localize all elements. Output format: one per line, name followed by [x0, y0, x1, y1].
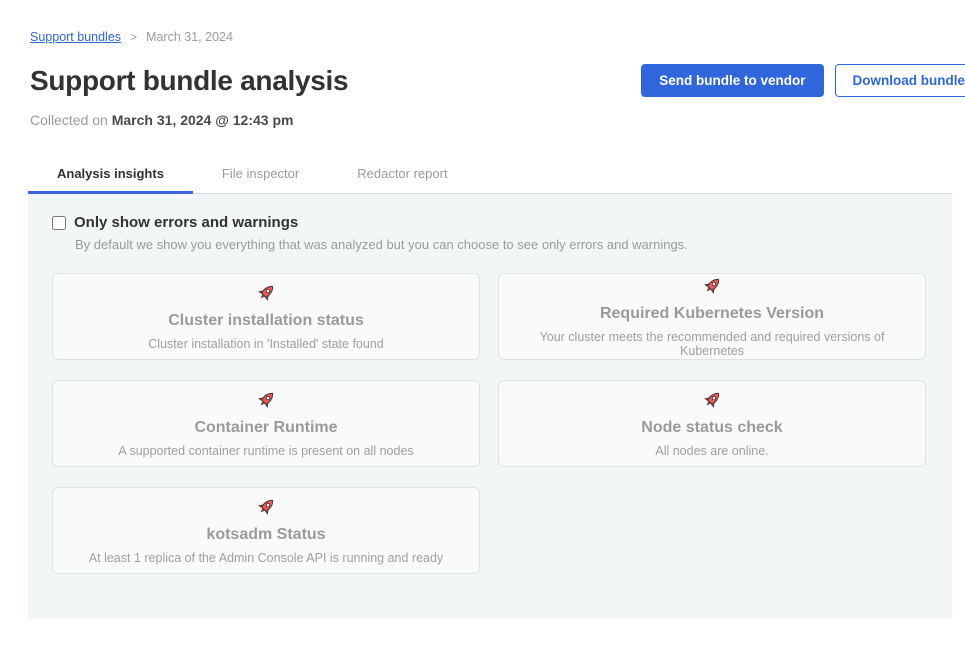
breadcrumb: Support bundles > March 31, 2024: [30, 30, 965, 44]
rocket-icon: [255, 389, 277, 411]
insight-card: Required Kubernetes Version Your cluster…: [498, 273, 926, 360]
rocket-icon: [255, 282, 277, 304]
filter-help-text: By default we show you everything that w…: [75, 237, 928, 252]
insight-title: Node status check: [641, 419, 782, 437]
insight-detail: All nodes are online.: [655, 444, 768, 458]
insight-detail: A supported container runtime is present…: [118, 444, 413, 458]
insight-card: Container Runtime A supported container …: [52, 380, 480, 467]
insight-detail: Your cluster meets the recommended and r…: [519, 330, 905, 358]
insight-title: Required Kubernetes Version: [600, 305, 824, 323]
send-bundle-to-vendor-button[interactable]: Send bundle to vendor: [641, 64, 823, 97]
collected-on-label: Collected on: [30, 112, 108, 128]
analysis-insights-panel: Only show errors and warnings By default…: [28, 194, 952, 619]
filter-row: Only show errors and warnings: [52, 214, 928, 231]
breadcrumb-support-bundles-link[interactable]: Support bundles: [30, 30, 121, 44]
download-bundle-button[interactable]: Download bundle: [835, 64, 965, 97]
tab-bar: Analysis insights File inspector Redacto…: [28, 158, 952, 194]
insight-title: kotsadm Status: [206, 526, 325, 544]
insight-card: Cluster installation status Cluster inst…: [52, 273, 480, 360]
breadcrumb-current: March 31, 2024: [146, 30, 233, 44]
page-title: Support bundle analysis: [30, 65, 348, 97]
insight-detail: Cluster installation in 'Installed' stat…: [148, 337, 383, 351]
header-actions: Send bundle to vendor Download bundle: [641, 64, 965, 97]
tab-redactor-report[interactable]: Redactor report: [328, 158, 476, 194]
rocket-icon: [701, 389, 723, 411]
tab-file-inspector[interactable]: File inspector: [193, 158, 328, 194]
tab-analysis-insights[interactable]: Analysis insights: [28, 158, 193, 194]
only-errors-warnings-checkbox[interactable]: [52, 216, 66, 230]
insight-card: kotsadm Status At least 1 replica of the…: [52, 487, 480, 574]
insight-card: Node status check All nodes are online.: [498, 380, 926, 467]
insight-detail: At least 1 replica of the Admin Console …: [89, 551, 443, 565]
insight-title: Container Runtime: [194, 419, 337, 437]
page-header: Support bundle analysis Send bundle to v…: [30, 64, 965, 97]
rocket-icon: [255, 496, 277, 518]
insight-grid: Cluster installation status Cluster inst…: [52, 273, 928, 574]
collected-on-line: Collected on March 31, 2024 @ 12:43 pm: [30, 112, 965, 128]
breadcrumb-separator: >: [130, 30, 137, 44]
rocket-icon: [701, 275, 723, 297]
collected-on-date: March 31, 2024 @ 12:43 pm: [112, 112, 294, 128]
insight-title: Cluster installation status: [168, 312, 364, 330]
only-errors-warnings-label[interactable]: Only show errors and warnings: [74, 214, 298, 231]
